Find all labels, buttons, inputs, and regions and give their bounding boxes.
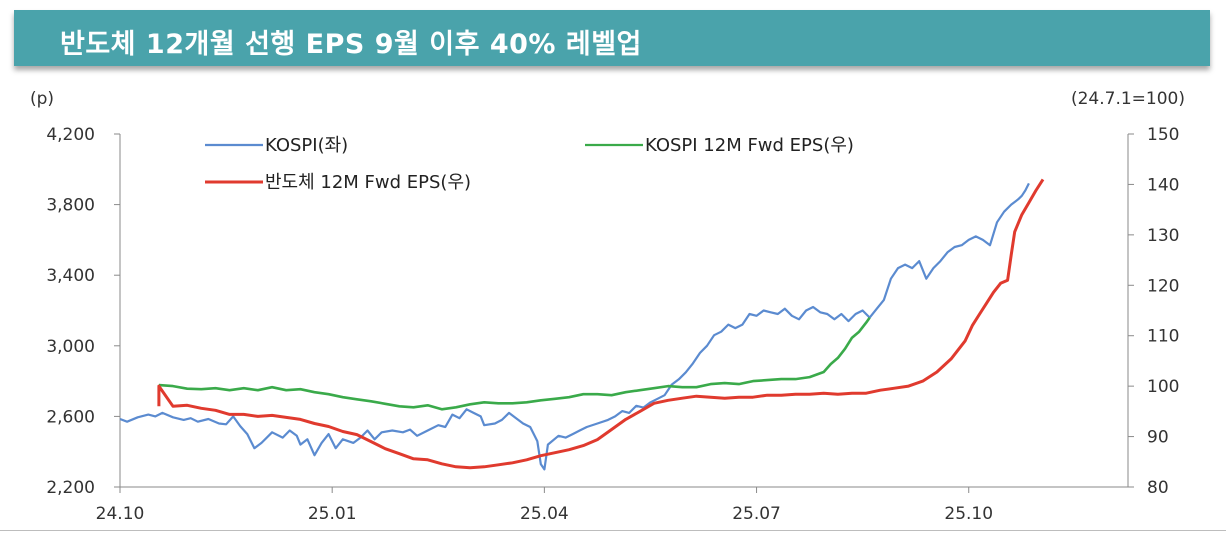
left-tick-label: 2,600 [46,407,95,427]
x-tick-label: 25.01 [308,504,357,524]
legend-kospi-eps-label: KOSPI 12M Fwd EPS(우) [645,135,854,156]
left-tick-label: 4,200 [46,125,95,145]
legend: KOSPI(좌) KOSPI 12M Fwd EPS(우) 반도체 12M Fwd … [205,135,854,193]
series-line-semi-eps [157,178,1045,470]
right-tick-label: 120 [1147,276,1179,296]
right-tick-label: 140 [1147,175,1179,195]
legend-semi-eps-label: 반도체 12M Fwd EPS(우) [265,172,471,193]
series-line-kospi [119,182,1030,471]
x-tick-label: 25.10 [944,504,993,524]
left-axis-unit: (p) [30,89,54,109]
source-divider [0,530,1226,531]
left-tick-label: 3,000 [46,337,95,357]
left-tick-label: 3,800 [46,196,95,216]
left-tick-label: 3,400 [46,266,95,286]
axes: (p) (24.7.1=100) 4,200 3,800 3,400 3,000 2,600… [30,89,1185,524]
title-banner: 반도체 12개월 선행 EPS 9월 이후 40% 레벨업 [14,10,1210,66]
series-layer [119,178,1045,471]
right-tick-label: 100 [1147,377,1179,397]
series-line-kospi-eps [158,316,871,411]
right-tick-label: 110 [1147,327,1179,347]
x-tick-label: 25.07 [732,504,781,524]
right-axis-unit: (24.7.1=100) [1071,89,1185,109]
right-tick-label: 130 [1147,226,1179,246]
right-tick-label: 90 [1147,428,1169,448]
chart-title: 반도체 12개월 선행 EPS 9월 이후 40% 레벨업 [60,29,642,60]
right-tick-label: 150 [1147,125,1179,145]
right-tick-label: 80 [1147,478,1169,498]
legend-kospi-label: KOSPI(좌) [265,135,348,156]
left-tick-label: 2,200 [46,478,95,498]
x-tick-label: 25.04 [520,504,569,524]
x-tick-label: 24.10 [96,504,145,524]
